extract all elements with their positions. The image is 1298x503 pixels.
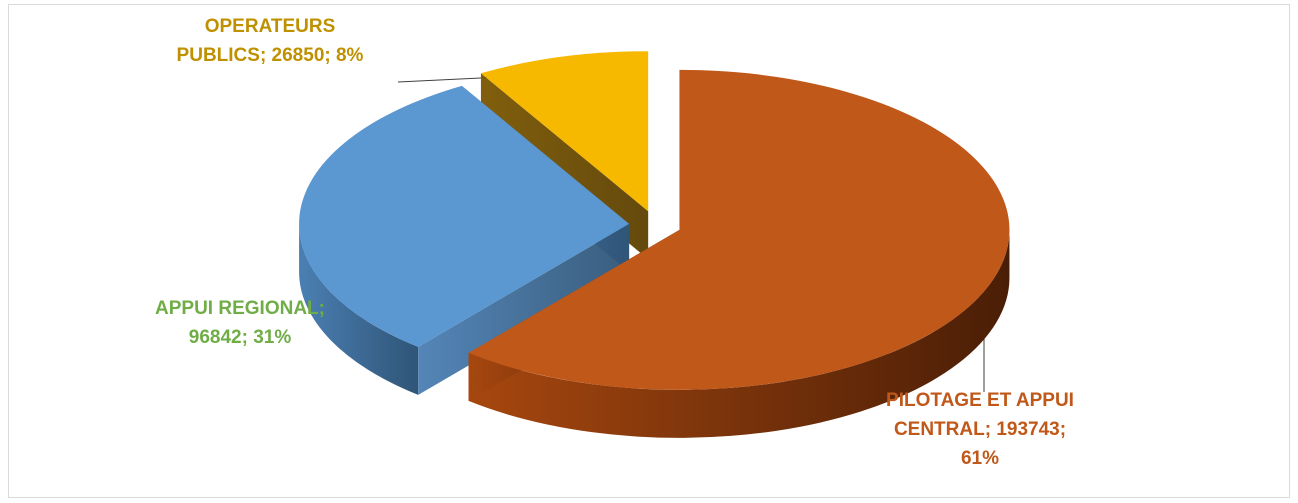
label-line: APPUI REGIONAL;: [155, 298, 325, 319]
slice-top: [480, 51, 649, 212]
data-label-operateurs-publics: OPERATEURS PUBLICS; 26850; 8%: [130, 12, 410, 70]
slice-side: [468, 229, 1010, 438]
label-line: 61%: [960, 448, 1000, 469]
label-line: OPERATEURS: [204, 16, 336, 37]
label-line: 96842; 31%: [188, 327, 292, 348]
pie-slice-pilotage: [468, 69, 1010, 438]
data-label-pilotage: PILOTAGE ET APPUI CENTRAL; 193743; 61%: [840, 386, 1120, 473]
slice-side: [299, 223, 419, 395]
label-line: PUBLICS; 26850; 8%: [176, 45, 364, 66]
slice-top: [468, 69, 1010, 390]
label-line: PILOTAGE ET APPUI: [886, 390, 1074, 411]
label-line: CENTRAL; 193743;: [893, 419, 1067, 440]
slice-top: [299, 85, 630, 347]
data-label-appui-regional: APPUI REGIONAL; 96842; 31%: [120, 294, 360, 352]
